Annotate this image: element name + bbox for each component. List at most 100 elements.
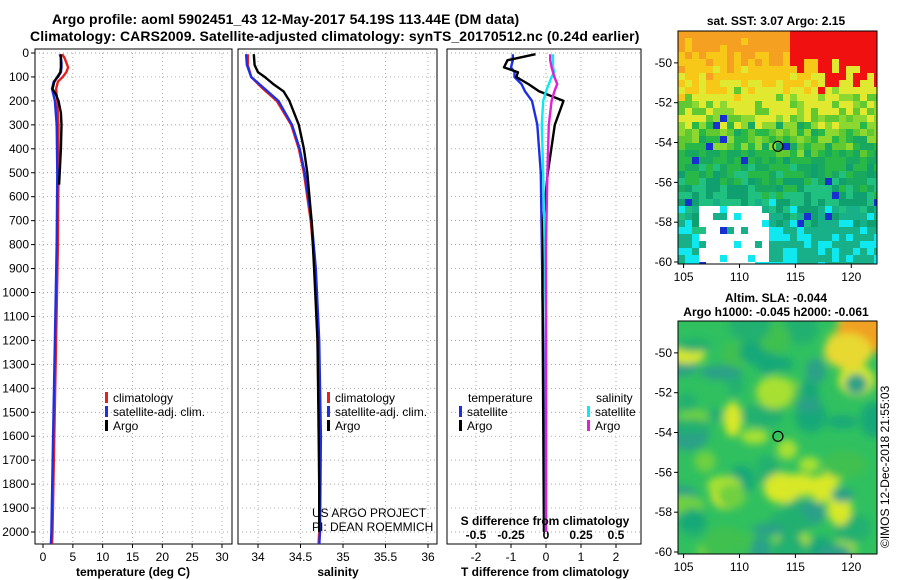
legend-swatch-argo: [105, 420, 108, 431]
lat-tick-label: -54: [655, 136, 673, 150]
legend-label-climatology: climatology: [113, 391, 173, 405]
y-tick-label: 2000: [2, 525, 29, 539]
credit-text: ©IMOS 12-Dec-2018 21:55:03: [878, 385, 892, 548]
temperature-legend: climatology satellite-adj. clim. Argo: [105, 391, 205, 433]
y-tick-label: 900: [9, 262, 29, 276]
y-tick-label: 1000: [2, 286, 29, 300]
y-tick-label: 700: [9, 214, 29, 228]
float-position-marker: [772, 140, 784, 152]
float-position-marker: [772, 430, 784, 442]
legend-swatch-climatology: [327, 392, 330, 403]
salinity-legend: climatology satellite-adj. clim. Argo US…: [312, 391, 433, 534]
y-tick-label: 1800: [2, 477, 29, 491]
legend-label-argo: Argo: [335, 419, 361, 433]
lon-tick-label: 110: [730, 560, 749, 574]
legend-title-salinity: salinity: [596, 391, 633, 405]
sla-map-subtitle: Argo h1000: -0.045 h2000: -0.061: [683, 305, 869, 319]
y-tick-label: 1500: [2, 405, 29, 419]
legend-swatch-satellite: [327, 406, 330, 417]
map-frame: [677, 320, 878, 555]
lon-tick-label: 105: [674, 560, 694, 574]
temperature-axis-label: temperature (deg C): [76, 565, 190, 579]
x-tick-label: 15: [126, 550, 140, 564]
salinity-panel: 34 34.5 35 35.5 36: [237, 48, 438, 564]
series-line-satellite-adj-clim-: [244, 54, 323, 544]
x-tick-label: 34: [251, 550, 265, 564]
difference-legend: temperature satellite Argo salinity sate…: [459, 391, 636, 433]
s-difference-axis-label: S difference from climatology: [461, 514, 630, 528]
legend-swatch-argo: [327, 420, 330, 431]
lon-tick-label: 120: [841, 560, 861, 574]
difference-panel: -2 -1 0 1 2 -0.5 -0.25 0 0.25 0.5: [446, 48, 642, 564]
title-line-2: Climatology: CARS2009. Satellite-adjuste…: [30, 28, 640, 44]
y-tick-label: 1400: [2, 381, 29, 395]
x-tick-label: 35: [336, 550, 350, 564]
series-line-t-argo: [502, 53, 565, 533]
y-tick-label: 1300: [2, 357, 29, 371]
legend-swatch-t-satellite: [459, 406, 462, 417]
legend-swatch-t-argo: [459, 420, 462, 431]
y-tick-label: 400: [9, 142, 29, 156]
y-tick-label: 1100: [3, 309, 29, 323]
y-tick-label: 600: [9, 190, 29, 204]
legend-label-t-satellite: satellite: [467, 405, 508, 419]
s-tick-label: 0.25: [569, 528, 593, 542]
x-tick-label: 35.5: [374, 550, 398, 564]
y-tick-label: 800: [9, 238, 29, 252]
lat-tick-label: -56: [655, 465, 673, 479]
title-line-1: Argo profile: aoml 5902451_43 12-May-201…: [52, 11, 520, 27]
lon-tick-label: 110: [730, 270, 749, 284]
x-tick-label: 0: [543, 550, 550, 564]
y-tick-label: 1700: [2, 453, 29, 467]
legend-label-argo: Argo: [113, 419, 139, 433]
temperature-panel: 0 5 10 15 20 25 300100200300400500600700800900…: [2, 46, 233, 564]
legend-swatch-s-satellite: [587, 406, 590, 417]
lat-tick-label: -58: [655, 215, 673, 229]
s-tick-label: -0.25: [497, 528, 525, 542]
y-tick-label: 1200: [2, 333, 29, 347]
x-tick-label: -1: [506, 550, 517, 564]
lat-tick-label: -56: [655, 175, 673, 189]
y-tick-label: 500: [9, 166, 29, 180]
project-annotation: US ARGO PROJECT: [312, 506, 427, 520]
lon-tick-label: 115: [786, 560, 805, 574]
y-tick-label: 1900: [2, 501, 29, 515]
legend-label-s-argo: Argo: [595, 419, 621, 433]
x-tick-label: 5: [69, 550, 76, 564]
lat-tick-label: -52: [655, 386, 673, 400]
legend-label-satellite: satellite-adj. clim.: [113, 405, 205, 419]
x-tick-label: 30: [215, 550, 229, 564]
y-tick-label: 200: [9, 94, 29, 108]
s-tick-label: 0: [543, 528, 550, 542]
lat-tick-label: -60: [655, 545, 673, 559]
sst-map-title: sat. SST: 3.07 Argo: 2.15: [707, 14, 846, 28]
x-tick-label: -2: [471, 550, 482, 564]
legend-label-climatology: climatology: [335, 391, 395, 405]
series-line-s-argo: [544, 54, 559, 532]
sla-map-panel: 105 110 115 120 -50 -52 -54 -56 -58 -60: [655, 320, 878, 574]
x-tick-label: 25: [185, 550, 199, 564]
series-line-argo: [252, 54, 321, 532]
legend-title-temperature: temperature: [468, 391, 533, 405]
x-tick-label: 36: [421, 550, 435, 564]
sst-map-panel: 105 110 115 120 -50 -52 -54 -56 -58 -60: [655, 30, 878, 284]
y-tick-label: 300: [9, 118, 29, 132]
legend-label-satellite: satellite-adj. clim.: [335, 405, 427, 419]
y-tick-label: 100: [9, 70, 29, 84]
legend-swatch-s-argo: [587, 420, 590, 431]
lat-tick-label: -60: [655, 255, 673, 269]
x-tick-label: 10: [96, 550, 110, 564]
lon-tick-label: 115: [786, 270, 805, 284]
s-tick-label: -0.5: [466, 528, 487, 542]
lat-tick-label: -54: [655, 426, 673, 440]
plot-frame: [237, 48, 438, 545]
legend-swatch-satellite: [105, 406, 108, 417]
x-tick-label: 1: [578, 550, 585, 564]
series-line-argo: [51, 54, 63, 185]
y-tick-label: 0: [22, 46, 29, 60]
x-tick-label: 2: [613, 550, 620, 564]
lon-tick-label: 105: [674, 270, 694, 284]
lon-tick-label: 120: [841, 270, 861, 284]
sla-map-title: Altim. SLA: -0.044: [725, 291, 827, 305]
